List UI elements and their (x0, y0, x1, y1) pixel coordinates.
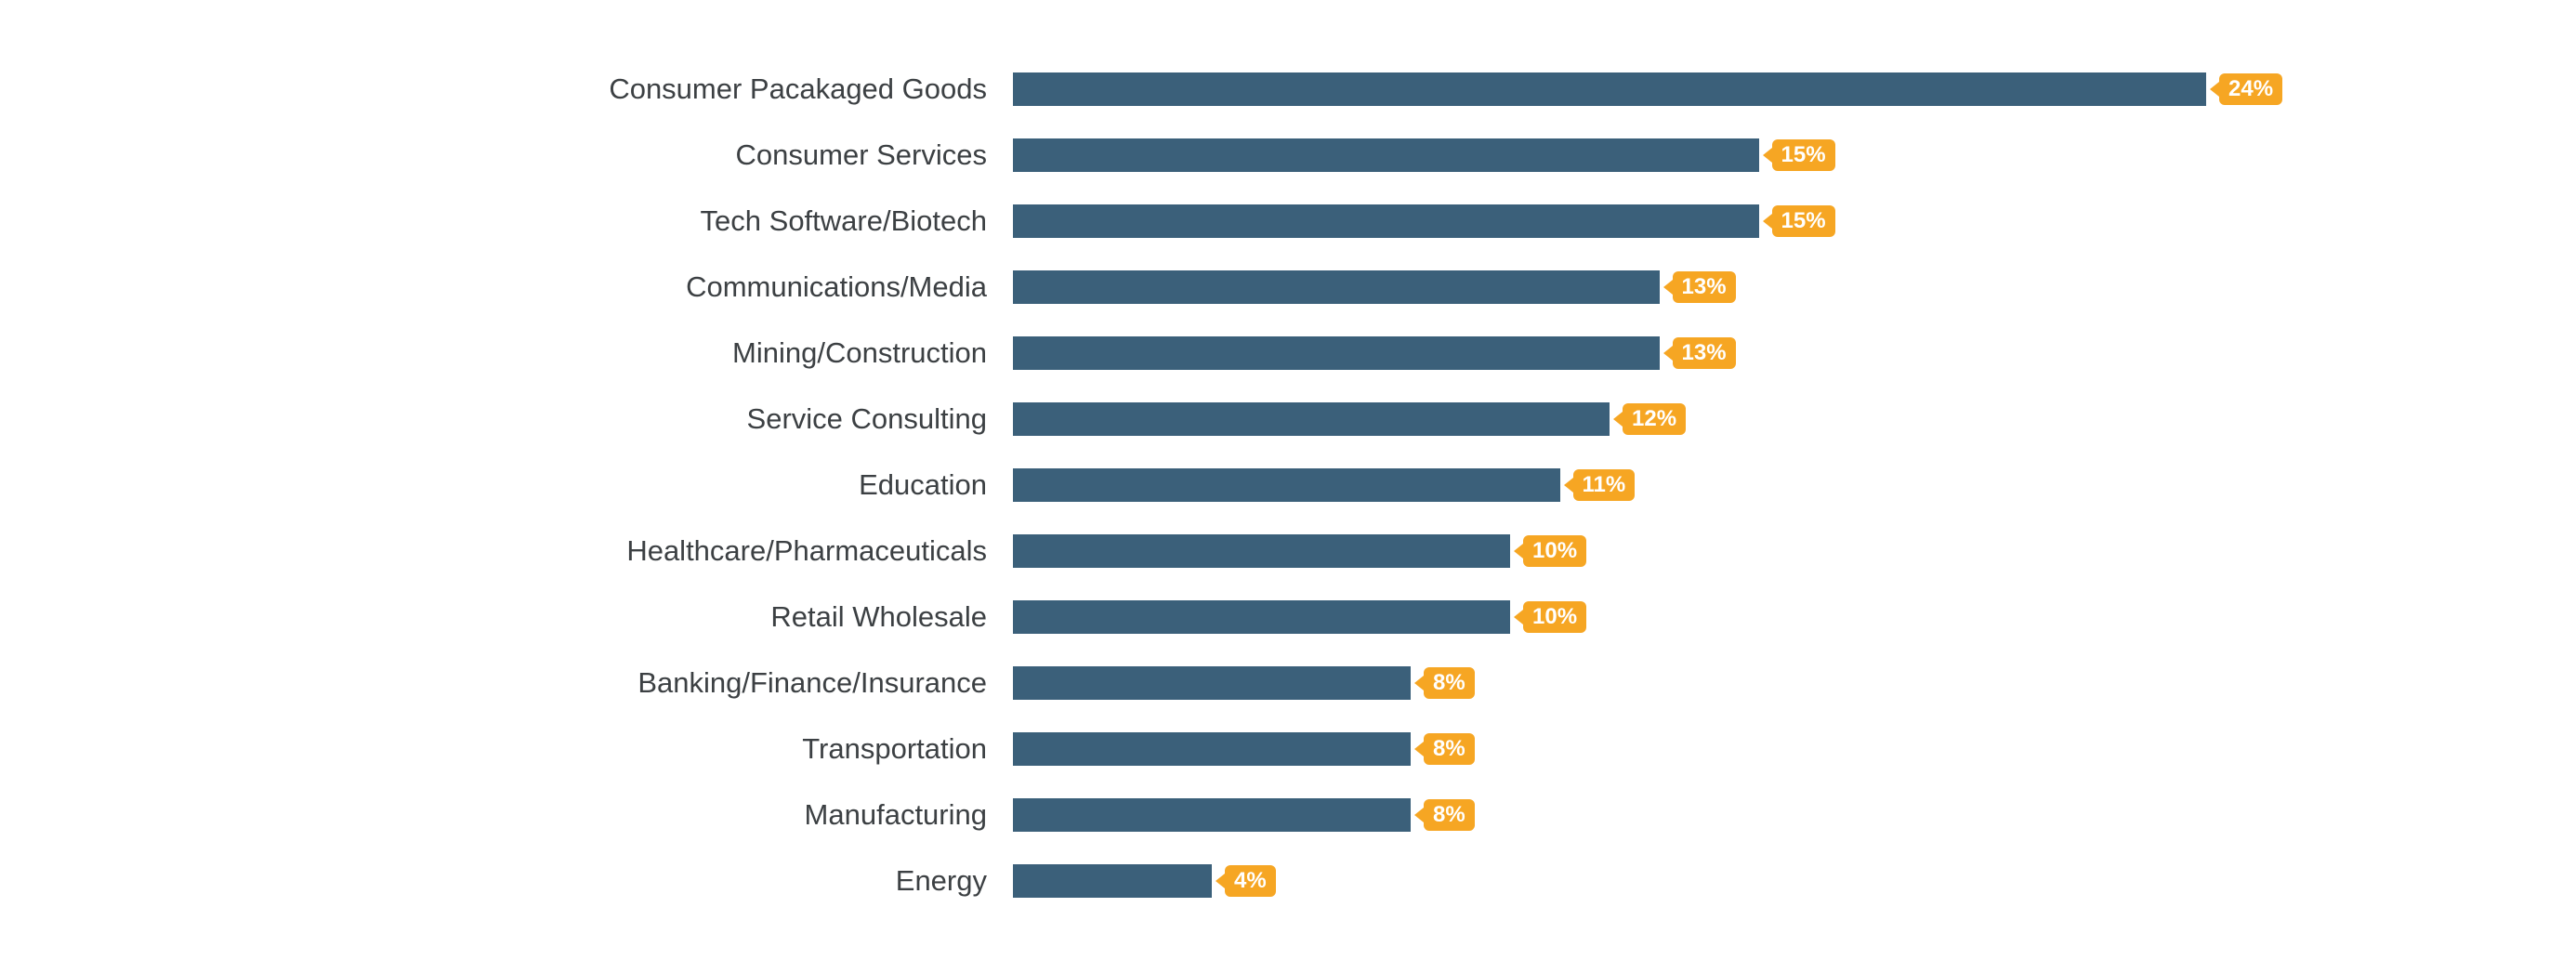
category-label: Energy (0, 864, 1013, 898)
bar-area: 13% (1013, 270, 2576, 304)
category-label: Manufacturing (0, 798, 1013, 832)
category-label: Tech Software/Biotech (0, 204, 1013, 238)
value-badge: 11% (1573, 469, 1636, 501)
horizontal-bar-chart: Consumer Pacakaged Goods 24% Consumer Serv… (0, 56, 2576, 914)
bar-area: 15% (1013, 204, 2576, 238)
bar (1013, 468, 1560, 502)
chart-row: Consumer Pacakaged Goods 24% (0, 56, 2576, 122)
category-label: Banking/Finance/Insurance (0, 666, 1013, 700)
bar (1013, 204, 1759, 238)
bar-area: 4% (1013, 864, 2576, 898)
value-badge: 4% (1225, 865, 1276, 897)
value-badge: 10% (1523, 601, 1586, 633)
value-badge: 13% (1673, 271, 1736, 303)
chart-row: Transportation 8% (0, 716, 2576, 782)
bar (1013, 534, 1510, 568)
bar (1013, 402, 1610, 436)
value-badge: 13% (1673, 337, 1736, 369)
category-label: Education (0, 468, 1013, 502)
chart-row: Mining/Construction 13% (0, 320, 2576, 386)
category-label: Mining/Construction (0, 336, 1013, 370)
bar-area: 8% (1013, 666, 2576, 700)
value-badge: 15% (1772, 139, 1835, 171)
bar-area: 8% (1013, 732, 2576, 766)
category-label: Healthcare/Pharmaceuticals (0, 534, 1013, 568)
chart-row: Tech Software/Biotech 15% (0, 188, 2576, 254)
bar (1013, 270, 1660, 304)
chart-row: Consumer Services 15% (0, 122, 2576, 188)
chart-row: Banking/Finance/Insurance 8% (0, 650, 2576, 716)
category-label: Consumer Pacakaged Goods (0, 72, 1013, 106)
bar (1013, 732, 1411, 766)
bar-area: 10% (1013, 600, 2576, 634)
chart-row: Retail Wholesale 10% (0, 584, 2576, 650)
value-badge: 12% (1623, 403, 1686, 435)
chart-row: Education 11% (0, 452, 2576, 518)
value-badge: 15% (1772, 205, 1835, 237)
bar (1013, 600, 1510, 634)
bar (1013, 864, 1212, 898)
category-label: Service Consulting (0, 402, 1013, 436)
chart-row: Service Consulting 12% (0, 386, 2576, 452)
value-badge: 8% (1424, 667, 1475, 699)
category-label: Communications/Media (0, 270, 1013, 304)
bar (1013, 798, 1411, 832)
value-badge: 8% (1424, 799, 1475, 831)
category-label: Retail Wholesale (0, 600, 1013, 634)
bar (1013, 666, 1411, 700)
bar-area: 10% (1013, 534, 2576, 568)
bar-area: 12% (1013, 402, 2576, 436)
category-label: Consumer Services (0, 138, 1013, 172)
bar (1013, 138, 1759, 172)
value-badge: 24% (2219, 73, 2282, 105)
bar-area: 8% (1013, 798, 2576, 832)
chart-row: Energy 4% (0, 848, 2576, 914)
bar-area: 11% (1013, 468, 2576, 502)
value-badge: 10% (1523, 535, 1586, 567)
bar-area: 15% (1013, 138, 2576, 172)
bar-area: 13% (1013, 336, 2576, 370)
bar-area: 24% (1013, 72, 2576, 106)
category-label: Transportation (0, 732, 1013, 766)
chart-row: Healthcare/Pharmaceuticals 10% (0, 518, 2576, 584)
value-badge: 8% (1424, 733, 1475, 765)
chart-row: Manufacturing 8% (0, 782, 2576, 848)
bar (1013, 336, 1660, 370)
bar (1013, 72, 2206, 106)
chart-row: Communications/Media 13% (0, 254, 2576, 320)
